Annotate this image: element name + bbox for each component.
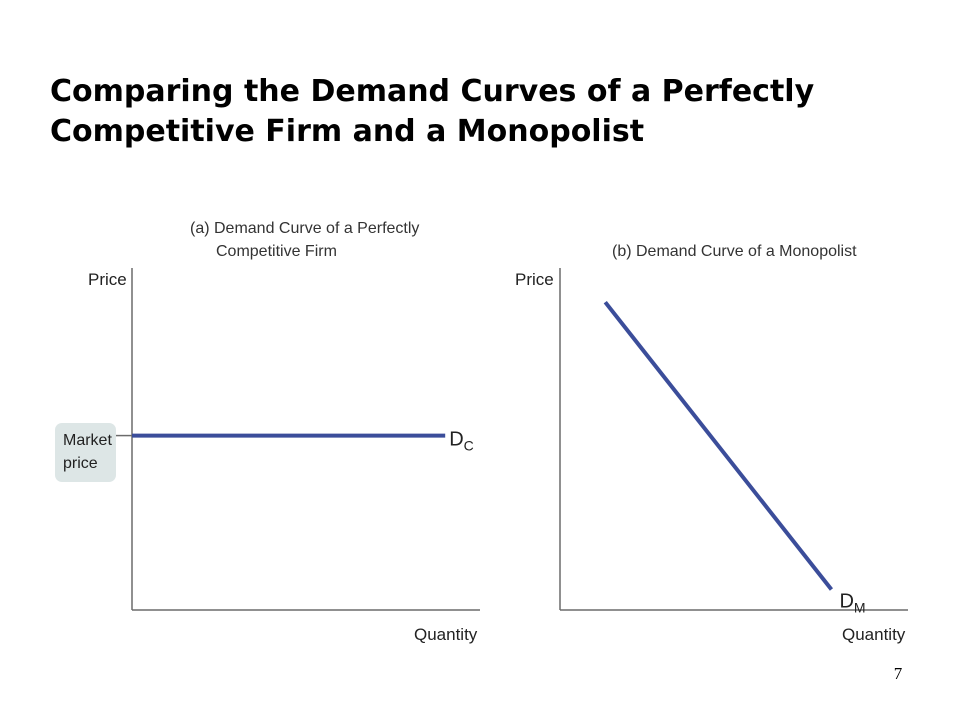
panel-b: (b) Demand Curve of a Monopolist Price Q… (515, 243, 908, 644)
panel-a-x-axis-label: Quantity (414, 625, 478, 644)
demand-curve-dc-label: DC (449, 429, 474, 454)
market-price-callout: Market price (55, 423, 132, 482)
slide-title-line-1: Comparing the Demand Curves of a Perfect… (50, 74, 815, 109)
demand-curve-dm-label-sub: M (854, 599, 866, 615)
panel-b-x-axis-label: Quantity (842, 625, 906, 644)
demand-curve-dc-label-main: D (449, 429, 463, 451)
panel-b-title-line-1: (b) Demand Curve of a Monopolist (612, 243, 857, 260)
panel-a-title-line-1: (a) Demand Curve of a Perfectly (190, 220, 419, 237)
demand-curve-dm (603, 300, 834, 591)
market-price-box (55, 423, 116, 482)
demand-curve-dm-label-main: D (839, 590, 853, 612)
page-number: 7 (893, 664, 903, 683)
market-price-label-line-2: price (63, 455, 98, 472)
panel-b-y-axis-label: Price (515, 270, 554, 289)
panel-a-title-line-2: Competitive Firm (216, 243, 337, 260)
demand-curve-dc-label-sub: C (464, 438, 474, 454)
slide-title: Comparing the Demand Curves of a Perfect… (50, 72, 930, 152)
panel-a: (a) Demand Curve of a Perfectly Competit… (55, 220, 480, 644)
market-price-label-line-1: Market (63, 432, 112, 449)
slide-title-line-2: Competitive Firm and a Monopolist (50, 114, 645, 149)
demand-curve-dm-label: DM (839, 590, 865, 615)
panel-a-y-axis-label: Price (88, 270, 127, 289)
